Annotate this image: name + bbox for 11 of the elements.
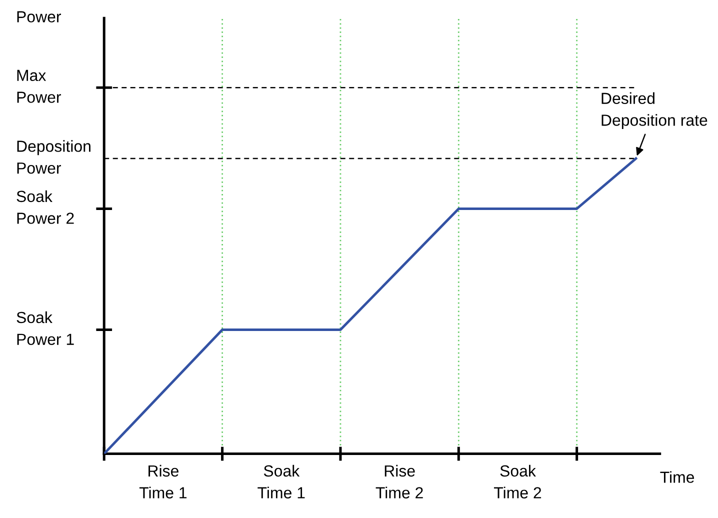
- text: Desired Deposition rate: [602, 92, 708, 130]
- ref-line-label: Deposition Power: [17, 140, 90, 174]
- text: Soak Power 1: [16, 311, 74, 345]
- x-tick-label: Rise Time 2: [376, 464, 423, 498]
- text: Soak Power 2: [16, 190, 74, 224]
- x-tick-label: Soak Time 2: [494, 464, 542, 498]
- x-tick-label: Soak Time 1: [258, 464, 305, 498]
- x-axis-title: Time: [660, 471, 694, 483]
- x-tick-label: Rise Time 1: [139, 464, 187, 498]
- text: Power: [17, 11, 62, 22]
- ref-line-label: Max Power: [17, 70, 62, 103]
